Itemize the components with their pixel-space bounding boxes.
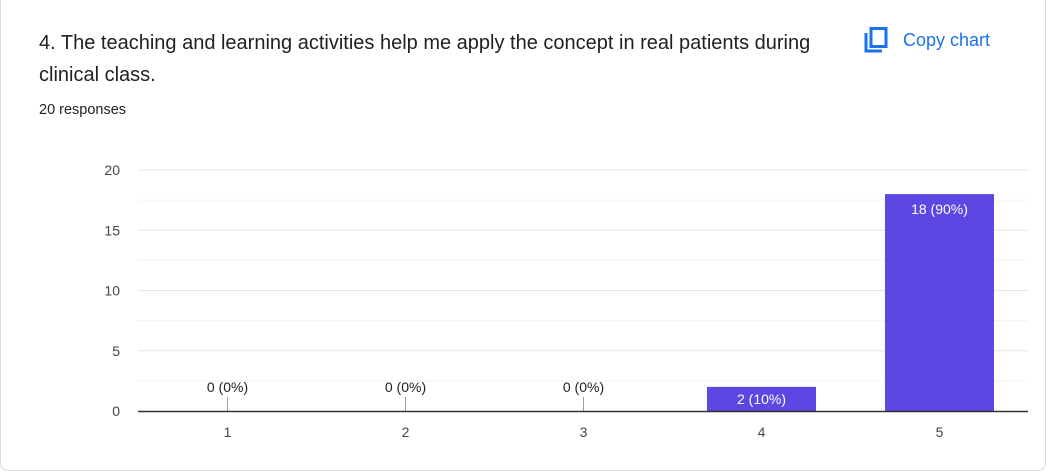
copy-chart-button[interactable]: Copy chart <box>861 22 990 58</box>
bar-4[interactable] <box>707 386 816 411</box>
y-tick-label: 20 <box>104 162 120 178</box>
bar-5[interactable] <box>885 194 994 411</box>
data-label-1: 0 (0%) <box>207 379 248 395</box>
copy-chart-label: Copy chart <box>903 29 991 50</box>
y-tick-label: 0 <box>112 403 120 419</box>
response-count: 20 responses <box>39 102 127 118</box>
x-tick-label: 2 <box>402 424 410 440</box>
data-label-2: 0 (0%) <box>385 379 426 395</box>
data-label-5: 18 (90%) <box>911 201 968 217</box>
data-label-4: 2 (10%) <box>737 391 786 407</box>
copy-icon <box>864 27 888 53</box>
question-title: 4. The teaching and learning activities … <box>39 32 811 86</box>
y-tick-label: 5 <box>112 343 120 359</box>
x-tick-label: 1 <box>224 424 232 440</box>
y-tick-label: 15 <box>104 222 120 238</box>
y-tick-label: 10 <box>104 283 120 299</box>
x-tick-label: 4 <box>758 424 766 440</box>
x-tick-label: 5 <box>936 424 944 440</box>
data-label-3: 0 (0%) <box>563 379 604 395</box>
x-tick-label: 3 <box>580 424 588 440</box>
